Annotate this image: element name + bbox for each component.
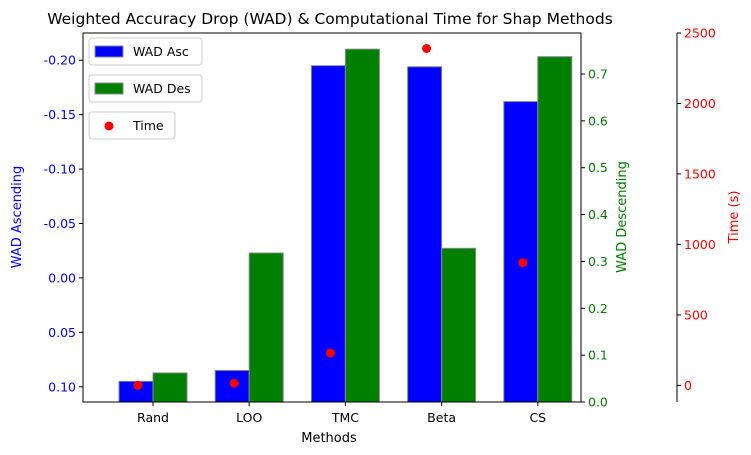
plot-frame bbox=[82, 32, 582, 403]
legend-label: Time bbox=[132, 118, 164, 133]
x-tick-label: Beta bbox=[427, 410, 456, 425]
far-right-tick-label: 1000 bbox=[684, 237, 716, 252]
x-tick-label: CS bbox=[529, 410, 546, 425]
far-right-tick-label: 2500 bbox=[684, 26, 716, 41]
x-axis-label: Methods bbox=[301, 431, 357, 446]
legend-marker bbox=[104, 121, 114, 131]
right-tick-label: 0.4 bbox=[588, 207, 608, 222]
time-point-rand bbox=[133, 380, 143, 390]
x-axis: Rand LOO TMC Beta CS bbox=[137, 402, 546, 425]
bar-wad-des-loo bbox=[248, 252, 284, 403]
right-axis-label: WAD Descending bbox=[615, 161, 630, 273]
legend-box bbox=[88, 37, 203, 66]
far-right-tick-label: 2000 bbox=[684, 96, 716, 111]
far-right-tick-label: 0 bbox=[684, 378, 692, 393]
left-tick-label: 0.00 bbox=[48, 270, 76, 285]
left-axis: -0.20 -0.15 -0.10 -0.05 0.00 0.05 0.10 bbox=[44, 53, 83, 394]
left-tick-label: -0.20 bbox=[44, 53, 76, 68]
x-tick-label: Rand bbox=[137, 410, 169, 425]
left-tick-label: -0.15 bbox=[44, 107, 76, 122]
chart-title: Weighted Accuracy Drop (WAD) & Computati… bbox=[47, 10, 613, 28]
right-axis: 0.0 0.1 0.2 0.3 0.4 0.5 0.6 0.7 bbox=[581, 67, 608, 410]
far-right-tick-label: 1500 bbox=[684, 166, 716, 181]
right-tick-label: 0.0 bbox=[588, 395, 608, 410]
bar-wad-asc-tmc bbox=[310, 65, 346, 403]
bar-wad-des-rand bbox=[152, 372, 188, 403]
legend-swatch bbox=[94, 45, 124, 58]
right-tick-label: 0.7 bbox=[588, 67, 608, 82]
left-tick-label: 0.05 bbox=[48, 325, 76, 340]
right-tick-label: 0.2 bbox=[588, 301, 608, 316]
x-tick-label: LOO bbox=[236, 410, 262, 425]
bar-wad-asc-beta bbox=[407, 66, 443, 403]
left-tick-label: 0.10 bbox=[48, 379, 76, 394]
time-point-tmc bbox=[325, 348, 335, 358]
legend: WAD Asc WAD Des Time bbox=[88, 37, 203, 140]
left-tick-label: -0.05 bbox=[44, 216, 76, 231]
far-right-axis-label: Time (s) bbox=[727, 191, 742, 245]
time-point-beta bbox=[422, 44, 432, 54]
points-layer bbox=[133, 44, 528, 390]
right-tick-label: 0.5 bbox=[588, 160, 608, 175]
far-right-tick-label: 500 bbox=[684, 307, 708, 322]
far-right-axis: 0 500 1000 1500 2000 2500 bbox=[676, 26, 716, 402]
bar-wad-des-tmc bbox=[344, 48, 380, 403]
bars-layer bbox=[118, 48, 573, 403]
legend-box bbox=[88, 111, 176, 140]
right-tick-label: 0.6 bbox=[588, 113, 608, 128]
bar-wad-des-beta bbox=[441, 247, 477, 403]
legend-box bbox=[88, 74, 203, 103]
right-tick-label: 0.3 bbox=[588, 254, 608, 269]
left-axis-label: WAD Ascending bbox=[10, 166, 25, 269]
x-tick-label: TMC bbox=[331, 410, 359, 425]
bar-wad-des-cs bbox=[537, 56, 573, 403]
time-point-loo bbox=[229, 378, 239, 388]
legend-label: WAD Des bbox=[133, 81, 191, 96]
legend-swatch bbox=[94, 82, 124, 95]
legend-label: WAD Asc bbox=[133, 44, 189, 59]
time-point-cs bbox=[518, 258, 528, 268]
bar-wad-asc-cs bbox=[503, 101, 539, 403]
right-tick-label: 0.1 bbox=[588, 348, 608, 363]
left-tick-label: -0.10 bbox=[44, 162, 76, 177]
